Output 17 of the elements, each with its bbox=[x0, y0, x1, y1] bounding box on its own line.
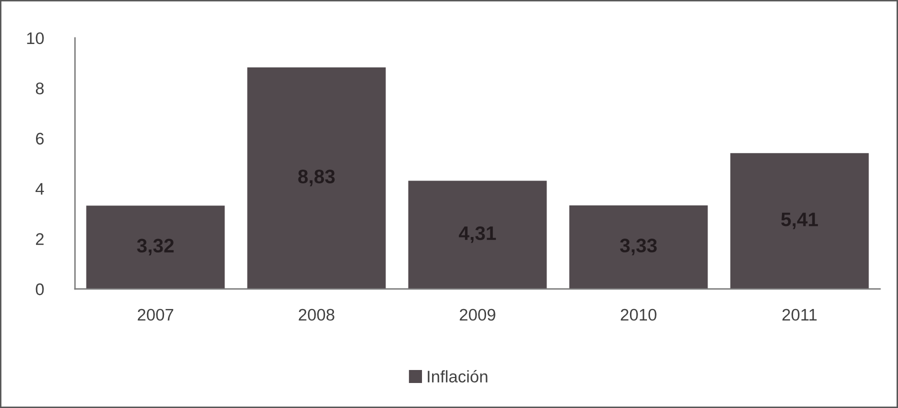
x-tick-label: 2007 bbox=[138, 308, 174, 321]
bar bbox=[408, 180, 547, 289]
x-tick-label: 2008 bbox=[298, 308, 334, 321]
y-tick-label: 10 bbox=[27, 32, 44, 44]
y-tick-label: 2 bbox=[36, 233, 44, 245]
x-tick-label: 2010 bbox=[620, 308, 656, 321]
y-tick-label: 4 bbox=[36, 183, 44, 195]
y-tick-label: 0 bbox=[36, 283, 44, 296]
bar bbox=[569, 205, 708, 289]
x-tick-label: 2009 bbox=[460, 308, 496, 321]
y-tick-label: 6 bbox=[36, 132, 44, 145]
bar bbox=[247, 67, 386, 289]
bar bbox=[730, 153, 869, 289]
x-tick-label: 2011 bbox=[782, 308, 817, 321]
y-tick-label: 8 bbox=[36, 82, 44, 94]
legend-label: Inflación bbox=[428, 370, 488, 382]
bar bbox=[86, 206, 225, 289]
